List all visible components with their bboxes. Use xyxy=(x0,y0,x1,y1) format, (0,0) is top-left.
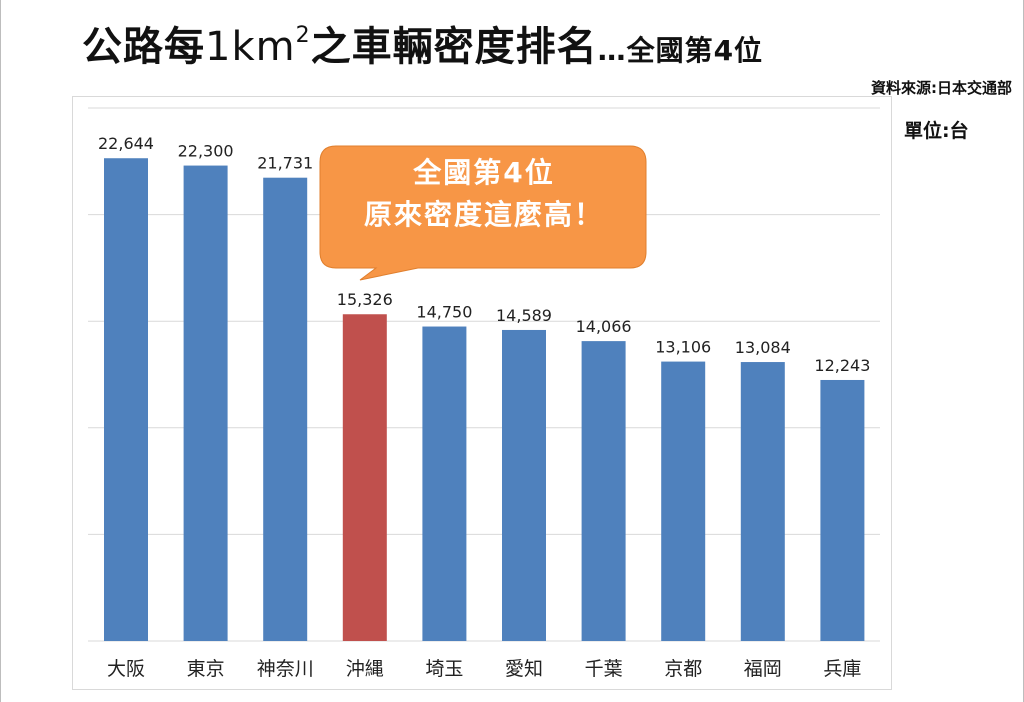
bar-1 xyxy=(183,165,228,641)
bars xyxy=(104,158,865,642)
callout-bubble xyxy=(319,145,647,281)
category-label: 埼玉 xyxy=(425,658,463,680)
category-label: 東京 xyxy=(187,658,225,680)
title-superscript: 2 xyxy=(295,23,311,48)
value-label: 14,066 xyxy=(576,317,632,336)
bar-9 xyxy=(820,379,865,641)
value-label: 12,243 xyxy=(814,356,870,375)
slide-title: 公路每1km2之車輛密度排名…全國第4位 xyxy=(82,14,763,72)
value-label: 15,326 xyxy=(337,290,393,309)
title-prefix: 公路每 xyxy=(82,24,205,70)
callout-line-2: 原來密度這麼高！ xyxy=(363,198,604,231)
value-label: 21,731 xyxy=(257,154,313,173)
category-labels: 大阪 東京 神奈川 沖縄 埼玉 愛知 千葉 京都 福岡 兵庫 xyxy=(107,658,861,680)
page-left-edge xyxy=(0,0,1,702)
callout-line-1: 全國第4位 xyxy=(413,156,555,189)
chart-frame xyxy=(72,96,892,690)
bar-8 xyxy=(740,362,785,641)
callout-text: 全國第4位 原來密度這麼高！ xyxy=(322,152,646,236)
value-labels: 22,644 22,300 21,731 15,326 14,750 14,589 14,0… xyxy=(98,134,870,375)
category-label: 愛知 xyxy=(505,658,543,680)
source-note: 資料來源:日本交通部 xyxy=(871,79,1012,97)
category-label: 兵庫 xyxy=(823,658,861,680)
callout-shape xyxy=(319,145,647,281)
bar-6 xyxy=(581,341,626,641)
title-suffix: 之車輛密度排名 xyxy=(310,24,598,70)
value-label: 14,750 xyxy=(416,303,472,322)
unit-label: 單位:台 xyxy=(904,120,969,142)
bar-5 xyxy=(502,329,546,641)
value-label: 13,106 xyxy=(655,338,711,357)
category-label: 大阪 xyxy=(107,658,145,680)
category-label: 千葉 xyxy=(585,658,623,680)
title-km: 1km xyxy=(205,24,296,70)
bar-2 xyxy=(263,177,308,642)
bar-3 xyxy=(342,314,387,641)
category-label: 福岡 xyxy=(744,658,782,680)
value-label: 22,644 xyxy=(98,134,154,153)
bar-4 xyxy=(422,326,467,641)
category-label: 沖縄 xyxy=(346,658,384,680)
title-sub: …全國第4位 xyxy=(597,34,764,67)
category-label: 京都 xyxy=(664,658,702,680)
bar-7 xyxy=(661,361,706,641)
value-label: 14,589 xyxy=(496,306,552,325)
value-label: 22,300 xyxy=(178,142,234,161)
value-label: 13,084 xyxy=(735,338,791,357)
category-label: 神奈川 xyxy=(257,658,314,680)
bar-0 xyxy=(104,158,148,641)
